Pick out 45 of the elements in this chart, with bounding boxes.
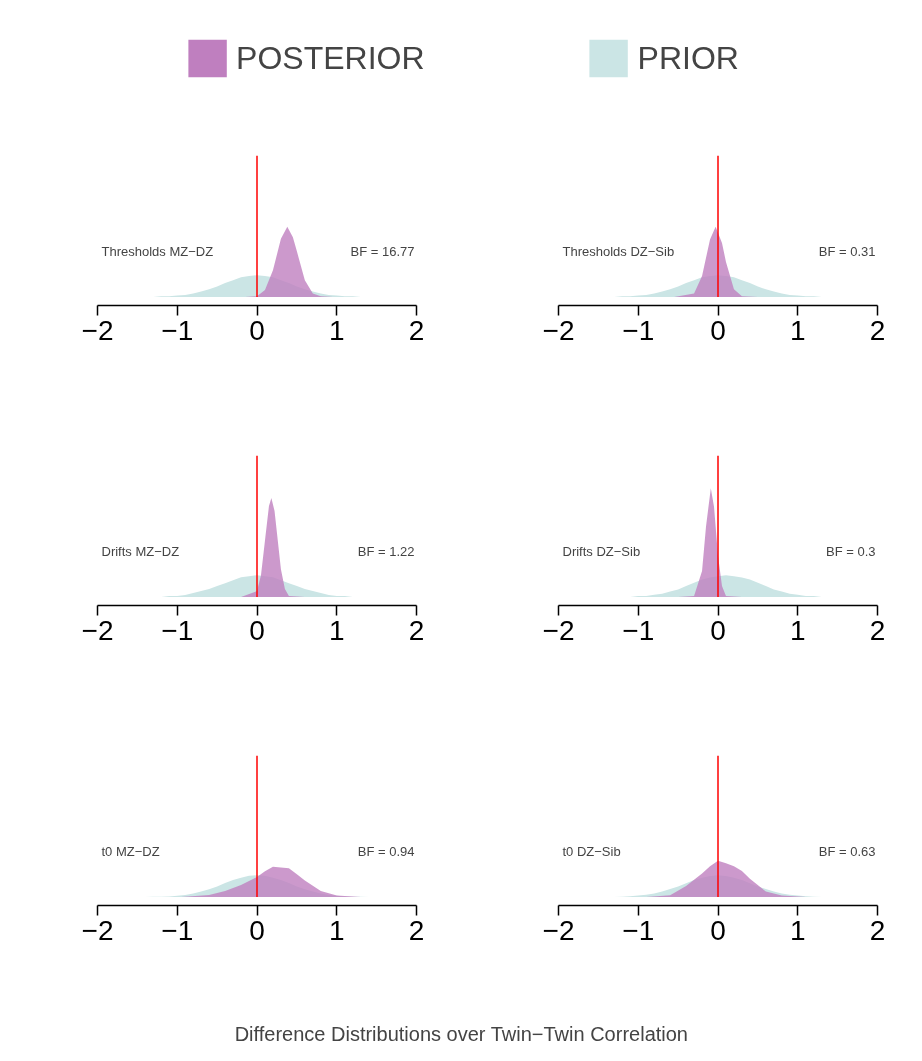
- x-tick-label: 0: [710, 914, 726, 946]
- text: BF = 0.94: [357, 844, 415, 860]
- x-axis-title: Difference Distributions over Twin−Twin Correlation: [234, 1022, 688, 1045]
- x-tick-label: 2: [408, 614, 425, 646]
- x-tick-label: 1: [328, 314, 345, 346]
- annotation: BF = 0.3: [826, 544, 876, 560]
- chart-title: t0 MZ−DZ: [101, 844, 160, 860]
- x-tick-label: 1: [789, 914, 806, 946]
- annotation: BF = 16.77: [350, 244, 415, 260]
- x-tick-label: 0: [249, 614, 265, 646]
- x-tick-label: 0: [710, 314, 726, 346]
- text: Drifts DZ−Sib: [562, 544, 641, 560]
- x-tick-label: 2: [408, 914, 425, 946]
- legend-label: POSTERIOR: [236, 39, 425, 76]
- annotation: BF = 1.22: [357, 544, 415, 560]
- x-tick-label: 1: [789, 314, 806, 346]
- legend-label: PRIOR: [637, 39, 739, 76]
- x-tick-label: 1: [328, 614, 345, 646]
- x-tick-label: 2: [869, 614, 886, 646]
- x-tick-label: −2: [542, 914, 575, 946]
- x-tick-label: −1: [161, 914, 194, 946]
- x-tick-label: 1: [789, 614, 806, 646]
- x-tick-label: 2: [869, 914, 886, 946]
- x-tick-label: 1: [328, 914, 345, 946]
- text: Drifts MZ−DZ: [101, 544, 180, 560]
- x-tick-label: −1: [161, 314, 194, 346]
- x-tick-label: 0: [249, 914, 265, 946]
- x-tick-label: −2: [81, 614, 114, 646]
- chart-title: t0 DZ−Sib: [562, 844, 621, 860]
- annotation: BF = 0.31: [818, 244, 876, 260]
- x-tick-label: −1: [622, 614, 655, 646]
- x-tick-label: 0: [710, 614, 726, 646]
- x-tick-label: −1: [622, 914, 655, 946]
- x-tick-label: −2: [542, 614, 575, 646]
- x-tick-label: 0: [249, 314, 265, 346]
- text: BF = 0.63: [818, 844, 876, 860]
- x-tick-label: −2: [542, 314, 575, 346]
- x-tick-label: −1: [622, 314, 655, 346]
- text: Thresholds DZ−Sib: [562, 244, 675, 260]
- x-tick-label: 2: [869, 314, 886, 346]
- x-tick-label: −1: [161, 614, 194, 646]
- x-tick-label: 2: [408, 314, 425, 346]
- x-tick-label: −2: [81, 314, 114, 346]
- x-tick-label: −2: [81, 914, 114, 946]
- text: Thresholds MZ−DZ: [101, 244, 214, 260]
